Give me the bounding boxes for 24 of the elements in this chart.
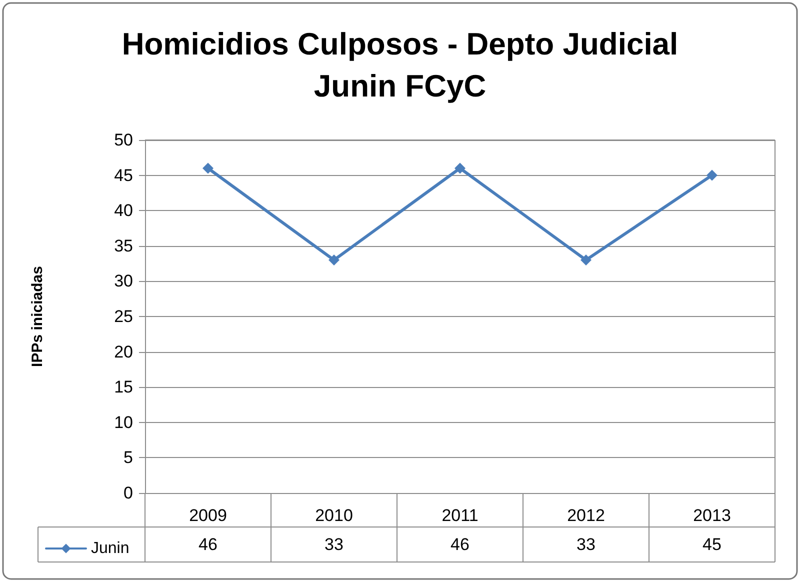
data-label: 33 [324,535,344,554]
y-tick-label: 0 [124,484,133,502]
x-tick-label: 2011 [442,506,478,525]
chart-title: Homicidios Culposos - Depto Judicial Junin FCyC [122,26,678,104]
data-label: 33 [576,535,596,554]
data-label: 46 [450,535,470,554]
legend-label: Junin [91,540,130,557]
y-tick-label: 40 [114,201,133,220]
y-tick-label: 35 [114,236,133,256]
y-tick-label: 50 [114,130,133,150]
x-tick-label: 2012 [567,506,605,525]
y-tick-label: 10 [114,412,133,432]
y-tick-label: 15 [114,378,133,397]
x-tick-label: 2009 [189,506,227,525]
y-tick-label: 20 [114,342,133,362]
x-tick-label: 2013 [693,506,731,525]
y-tick-label: 25 [114,307,133,326]
data-label: 46 [198,535,218,554]
y-tick-label: 30 [114,272,133,291]
y-tick-label: 5 [124,448,133,468]
x-tick-label: 2010 [315,506,353,525]
y-tick-label: 45 [114,166,133,185]
y-axis-title: IPPs iniciadas [29,266,46,367]
data-label: 45 [702,535,722,554]
